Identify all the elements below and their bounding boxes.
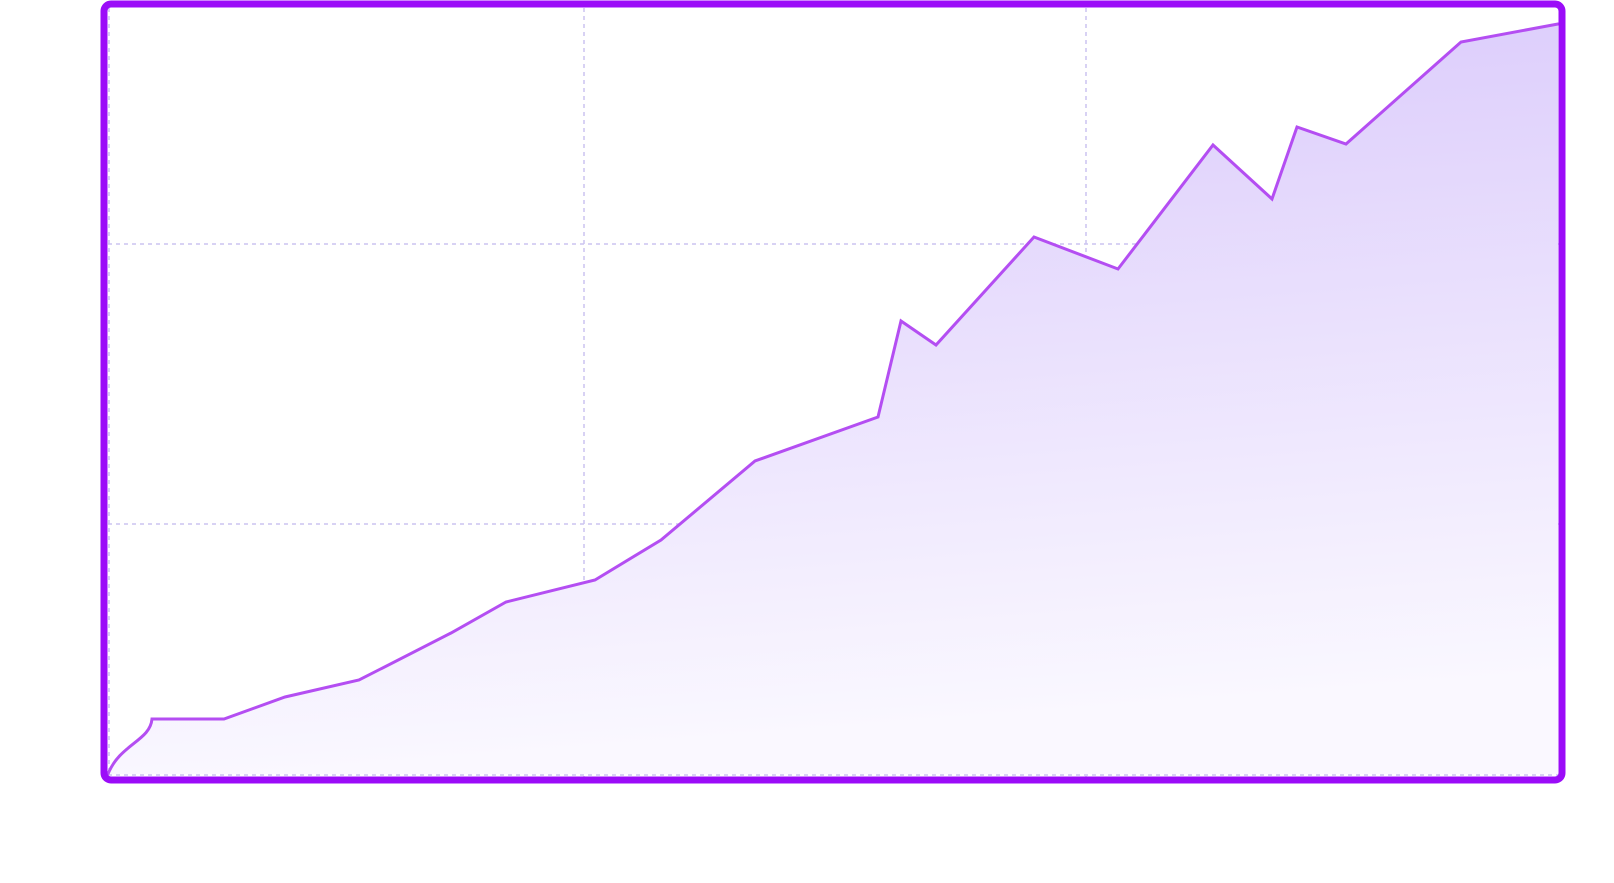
data-point-13 [934, 343, 938, 347]
data-point-15 [1116, 267, 1120, 271]
data-point-10 [753, 459, 757, 463]
chart-frame [100, 0, 1566, 784]
frame-layer [100, 0, 1566, 784]
data-point-8 [593, 578, 597, 582]
data-point-11 [876, 415, 880, 419]
series-line [106, 22, 1560, 776]
data-point-12 [899, 319, 903, 323]
data-point-2 [150, 717, 154, 721]
data-point-19 [1344, 142, 1348, 146]
data-point-7 [504, 600, 508, 604]
series-area-fill [108, 24, 1558, 774]
data-point-3 [222, 717, 226, 721]
area-layer [108, 24, 1558, 774]
data-point-17 [1270, 197, 1274, 201]
data-point-18 [1295, 125, 1299, 129]
data-point-6 [449, 631, 453, 635]
data-point-4 [283, 695, 287, 699]
data-point-16 [1211, 143, 1215, 147]
data-point-9 [659, 538, 663, 542]
data-point-20 [1459, 40, 1463, 44]
data-point-14 [1032, 235, 1036, 239]
line-layer [106, 22, 1560, 776]
data-point-5 [357, 678, 361, 682]
